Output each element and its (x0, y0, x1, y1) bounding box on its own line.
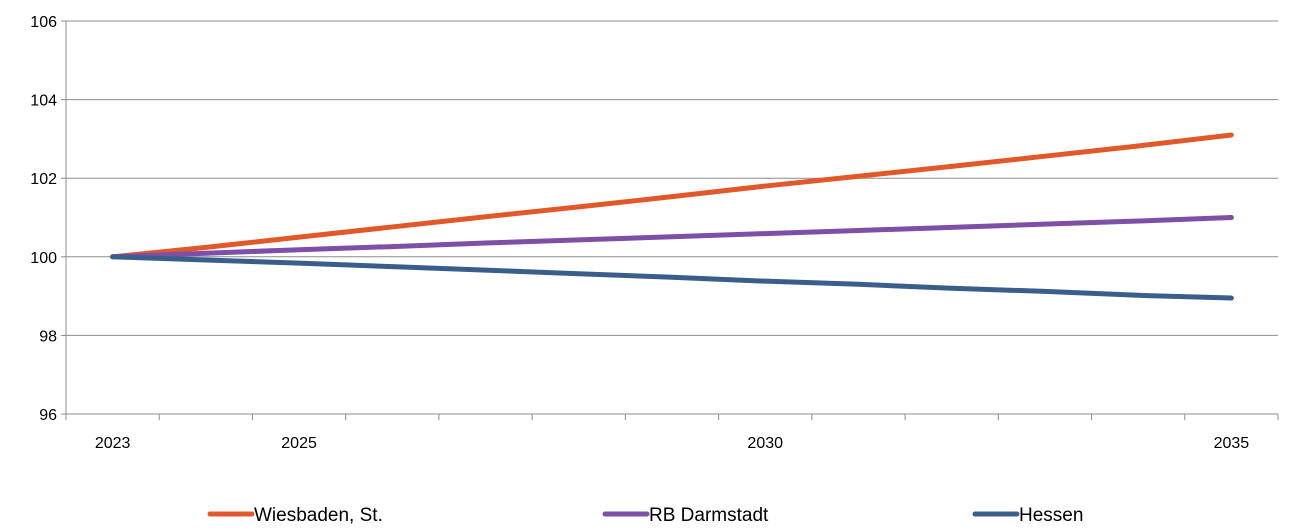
series-line (110, 254, 1234, 301)
x-tick-label: 2025 (281, 435, 317, 452)
y-tick-label: 100 (30, 250, 57, 267)
y-tick-label: 102 (30, 171, 57, 188)
legend-label: RB Darmstadt (649, 505, 769, 526)
legend-label: Hessen (1019, 505, 1083, 526)
y-tick-label: 106 (30, 14, 57, 31)
series-lines (110, 132, 1234, 301)
y-tick-label: 104 (30, 93, 57, 110)
legend-label: Wiesbaden, St. (254, 505, 383, 526)
x-tick-label: 2035 (1214, 435, 1250, 452)
y-tick-label: 96 (39, 407, 57, 424)
legend: Wiesbaden, St. RB Darmstadt Hessen (207, 505, 1083, 526)
series-line (110, 215, 1234, 260)
gridlines (66, 20, 1278, 336)
x-tick-label: 2023 (95, 435, 131, 452)
axes: 96 98 100 102 104 106 2023 2025 2030 2035 (30, 14, 1279, 452)
y-tick-label: 98 (39, 328, 57, 345)
series-line (110, 132, 1234, 260)
x-tick-label: 2030 (747, 435, 783, 452)
